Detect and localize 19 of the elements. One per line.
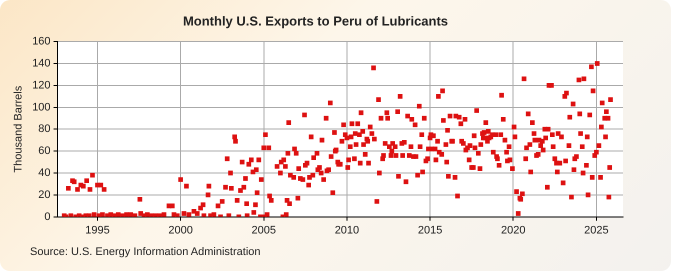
y-tick-label: 100 [32, 101, 51, 114]
x-tick-label: 2005 [252, 224, 276, 236]
x-tick-label: 2000 [168, 224, 193, 236]
y-axis-title: Thousand Barrels [12, 85, 25, 173]
y-tick-label: 20 [38, 188, 51, 201]
y-tick-label: 40 [38, 167, 51, 180]
y-tick-label: 140 [32, 58, 51, 70]
x-tick-label: 2025 [584, 224, 609, 236]
x-tick-label: 2015 [418, 224, 442, 236]
y-tick-label: 0 [44, 210, 51, 223]
y-tick-label: 60 [38, 145, 51, 158]
source-note: Source: U.S. Energy Information Administration [30, 246, 260, 258]
x-tick-label: 2020 [500, 224, 526, 236]
x-tick-label: 2010 [334, 224, 360, 236]
chart-title: Monthly U.S. Exports to Peru of Lubricants [182, 13, 448, 28]
y-tick-label: 120 [32, 79, 51, 92]
x-tick-label: 1995 [85, 224, 110, 236]
y-tick-label: 160 [32, 36, 51, 48]
y-tick-label: 80 [38, 123, 51, 136]
